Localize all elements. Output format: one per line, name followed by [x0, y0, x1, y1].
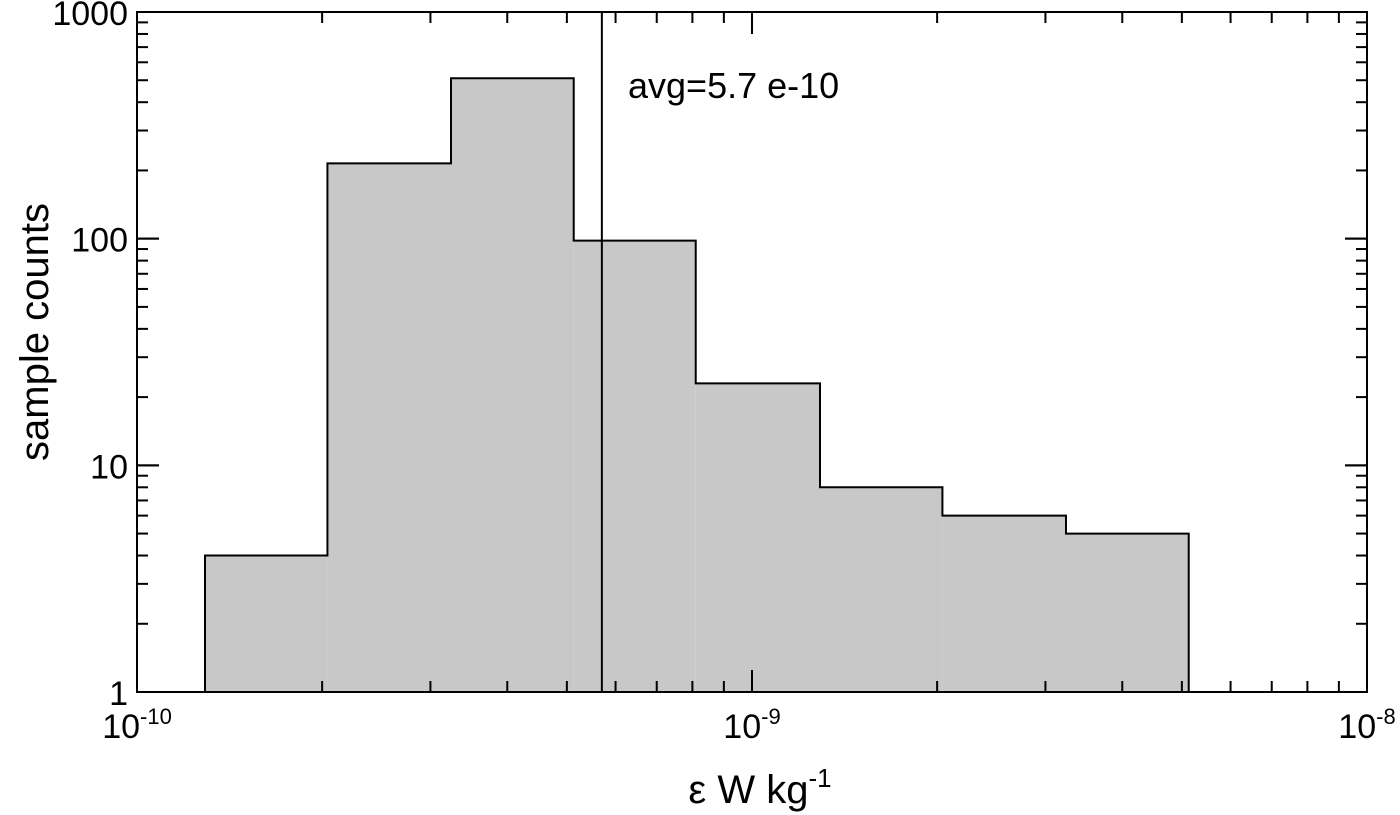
histogram-bars — [204, 77, 1190, 693]
histogram-bin — [450, 78, 574, 692]
y-tick-label: 1 — [109, 675, 128, 713]
histogram-outline — [204, 77, 1190, 693]
histogram-bin — [942, 515, 1066, 692]
x-axis-label-exponent: -1 — [808, 763, 831, 793]
axis-ticks — [136, 11, 1368, 693]
y-tick-label: 1000 — [52, 0, 128, 33]
avg-annotation: avg=5.7 e-10 — [628, 65, 839, 106]
histogram-bin — [820, 487, 943, 692]
histogram-bin — [327, 163, 451, 692]
histogram-bin — [573, 240, 696, 692]
x-axis-label-main: ε W kg — [688, 768, 808, 812]
x-tick-label: 10-10 — [102, 704, 172, 746]
y-tick-label: 100 — [71, 222, 128, 260]
y-tick-label: 10 — [90, 448, 128, 486]
histogram-bin — [1065, 533, 1189, 692]
x-tick-label: 10-8 — [1338, 704, 1395, 746]
y-tick-labels: 1 10 100 1000 — [52, 0, 128, 713]
x-tick-label: 10-9 — [723, 704, 780, 746]
x-axis-label: ε W kg-1 — [688, 763, 831, 812]
y-axis-label: sample counts — [13, 203, 57, 461]
x-tick-labels: 10-10 10-9 10-8 — [102, 704, 1396, 746]
histogram-bin — [695, 383, 821, 692]
histogram-bin — [205, 555, 328, 692]
